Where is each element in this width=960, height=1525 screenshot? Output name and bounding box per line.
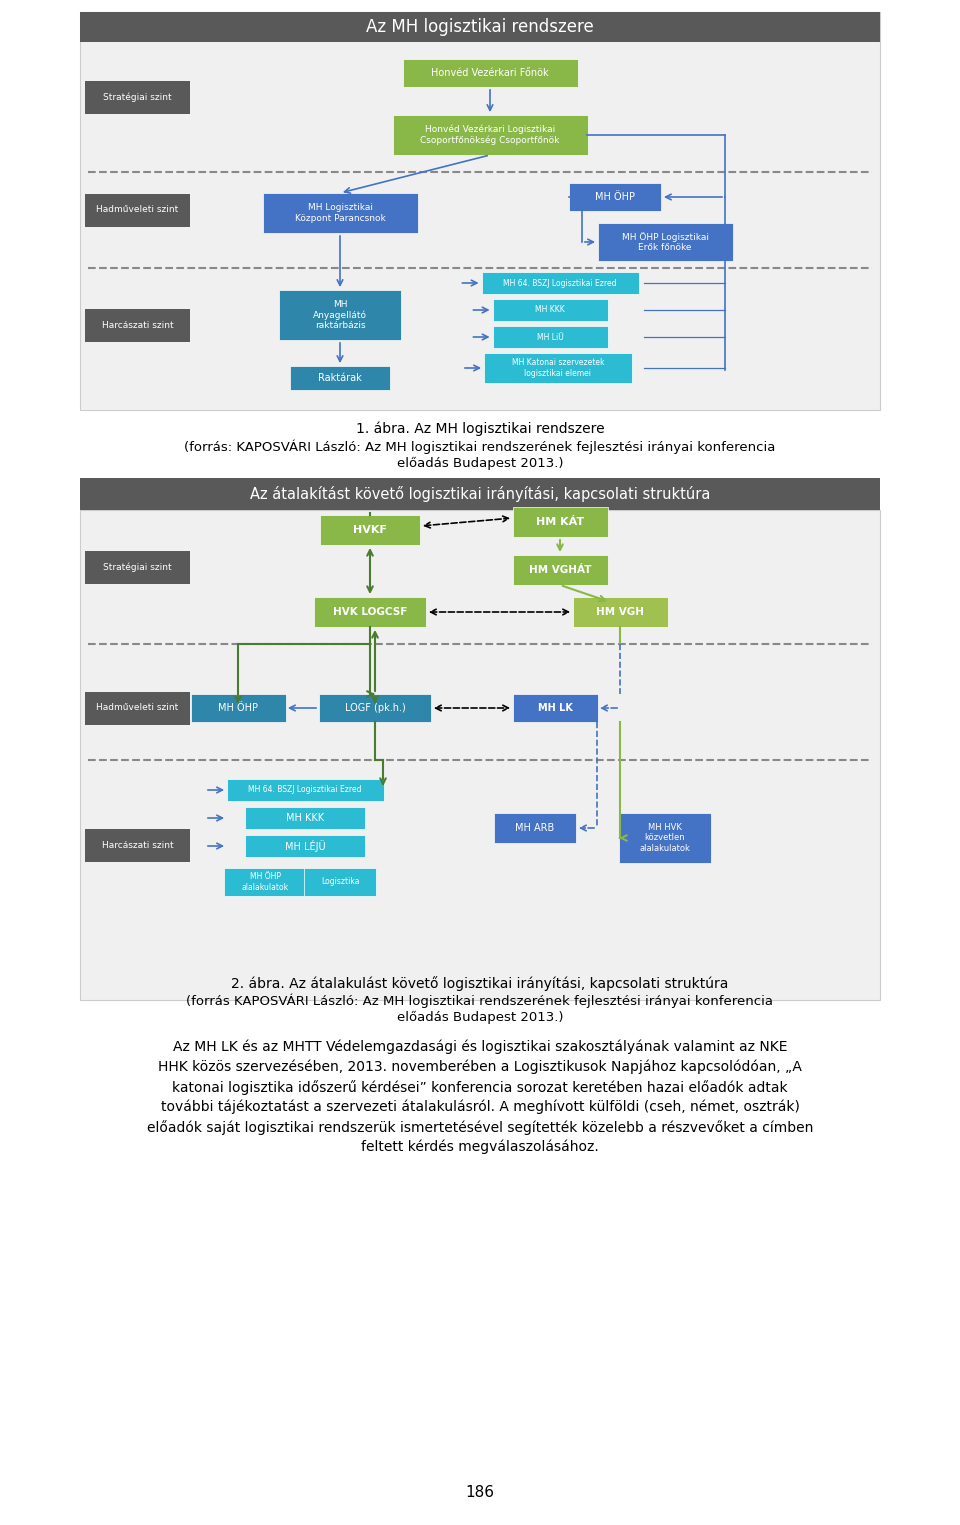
Text: katonai logisztika időszerű kérdései” konferencia sorozat keretében hazai előadó: katonai logisztika időszerű kérdései” ko… <box>172 1080 788 1095</box>
Bar <box>85 828 190 862</box>
Bar <box>402 59 578 87</box>
Bar <box>492 299 608 320</box>
Text: LOGF (pk.h.): LOGF (pk.h.) <box>345 703 405 714</box>
Text: 2. ábra. Az átalakulást követő logisztikai irányítási, kapcsolati struktúra: 2. ábra. Az átalakulást követő logisztik… <box>231 976 729 991</box>
Bar <box>190 694 285 721</box>
Text: MH Katonai szervezetek
logisztikai elemei: MH Katonai szervezetek logisztikai eleme… <box>512 358 604 378</box>
Text: (forrás KAPOSVÁRI László: Az MH logisztikai rendszerének fejlesztési irányai kon: (forrás KAPOSVÁRI László: Az MH logiszti… <box>186 994 774 1008</box>
Text: HM VGHÁT: HM VGHÁT <box>529 564 591 575</box>
Bar <box>262 194 418 233</box>
Bar <box>80 12 880 43</box>
Bar <box>513 555 608 586</box>
Text: MH ÖHP: MH ÖHP <box>595 192 635 201</box>
Bar <box>482 271 638 294</box>
Text: MH 64. BSZJ Logisztikai Ezred: MH 64. BSZJ Logisztikai Ezred <box>503 279 616 288</box>
Text: előadás Budapest 2013.): előadás Budapest 2013.) <box>396 458 564 470</box>
Bar <box>80 12 880 410</box>
Text: Honvéd Vezérkari Logisztikai
Csoportfőnökség Csoportfőnök: Honvéd Vezérkari Logisztikai Csoportfőnö… <box>420 125 560 145</box>
Text: HVKF: HVKF <box>353 525 387 535</box>
Text: MH ARB: MH ARB <box>516 824 555 833</box>
Text: HVK LOGCSF: HVK LOGCSF <box>333 607 407 618</box>
Text: MH LÉJÜ: MH LÉJÜ <box>285 840 325 852</box>
Text: Hadműveleti szint: Hadműveleti szint <box>96 703 179 712</box>
Bar <box>569 183 661 210</box>
Text: HM VGH: HM VGH <box>596 607 644 618</box>
Bar <box>290 366 390 390</box>
Text: Harcászati szint: Harcászati szint <box>102 840 174 849</box>
Text: MH Logisztikai
Központ Parancsnok: MH Logisztikai Központ Parancsnok <box>295 203 385 223</box>
Text: MH LiÜ: MH LiÜ <box>537 332 564 342</box>
Text: (forrás: KAPOSVÁRI László: Az MH logisztikai rendszerének fejlesztési irányai ko: (forrás: KAPOSVÁRI László: Az MH logiszt… <box>184 441 776 454</box>
Text: Raktárak: Raktárak <box>318 374 362 383</box>
Bar <box>513 694 597 721</box>
Text: MH 64. BSZJ Logisztikai Ezred: MH 64. BSZJ Logisztikai Ezred <box>249 785 362 795</box>
Text: Stratégiai szint: Stratégiai szint <box>103 92 172 102</box>
Text: Harcászati szint: Harcászati szint <box>102 320 174 329</box>
Text: Az MH logisztikai rendszere: Az MH logisztikai rendszere <box>366 18 594 37</box>
Bar <box>80 477 880 509</box>
Bar <box>245 836 365 857</box>
Text: HM KÁT: HM KÁT <box>536 517 584 528</box>
Bar <box>619 813 711 863</box>
Bar <box>304 868 376 897</box>
Bar <box>513 506 608 537</box>
Bar <box>572 596 667 627</box>
Bar <box>279 290 401 340</box>
Text: előadás Budapest 2013.): előadás Budapest 2013.) <box>396 1011 564 1025</box>
Text: MH ÖHP Logisztikai
Erők főnöke: MH ÖHP Logisztikai Erők főnöke <box>621 232 708 252</box>
Text: MH ÖHP: MH ÖHP <box>218 703 258 714</box>
Bar <box>320 515 420 544</box>
Bar <box>85 81 190 113</box>
Bar <box>245 807 365 830</box>
Bar <box>393 114 588 156</box>
Text: Logisztika: Logisztika <box>321 877 359 886</box>
Text: Az átalakítást követő logisztikai irányítási, kapcsolati struktúra: Az átalakítást követő logisztikai irányí… <box>250 486 710 502</box>
Text: 1. ábra. Az MH logisztikai rendszere: 1. ábra. Az MH logisztikai rendszere <box>356 422 604 436</box>
Text: Stratégiai szint: Stratégiai szint <box>103 563 172 572</box>
Text: MH KKK: MH KKK <box>286 813 324 824</box>
Bar <box>494 813 576 843</box>
Text: MH
Anyagellátó
raktárbázis: MH Anyagellátó raktárbázis <box>313 300 367 331</box>
Text: Hadműveleti szint: Hadműveleti szint <box>96 206 179 215</box>
Bar <box>314 596 426 627</box>
Bar <box>319 694 431 721</box>
Bar <box>227 779 383 801</box>
Bar <box>85 551 190 584</box>
Bar <box>85 194 190 227</box>
Text: HHK közös szervezésében, 2013. novemberében a Logisztikusok Napjához kapcsolódóa: HHK közös szervezésében, 2013. novemberé… <box>158 1060 802 1075</box>
Bar <box>85 691 190 724</box>
Bar <box>224 868 306 897</box>
Bar <box>492 326 608 348</box>
Bar <box>484 352 632 383</box>
Text: Az MH LK és az MHTT Védelemgazdasági és logisztikai szakosztályának valamint az : Az MH LK és az MHTT Védelemgazdasági és … <box>173 1040 787 1054</box>
Text: előadók saját logisztikai rendszerük ismertetésével segítették közelebb a részve: előadók saját logisztikai rendszerük ism… <box>147 1119 813 1135</box>
Text: MH LK: MH LK <box>538 703 572 714</box>
Bar <box>85 308 190 342</box>
Text: Honvéd Vezérkari Főnök: Honvéd Vezérkari Főnök <box>431 69 549 78</box>
Bar <box>597 223 732 261</box>
Text: MH HVK
közvetlen
alalakulatok: MH HVK közvetlen alalakulatok <box>639 824 690 852</box>
Text: további tájékoztatást a szervezeti átalakulásról. A meghívott külföldi (cseh, né: további tájékoztatást a szervezeti átala… <box>160 1100 800 1115</box>
Text: MH KKK: MH KKK <box>535 305 564 314</box>
Bar <box>80 509 880 1000</box>
Text: feltett kérdés megválaszolásához.: feltett kérdés megválaszolásához. <box>361 1141 599 1154</box>
Text: MH ÖHP
alalakulatok: MH ÖHP alalakulatok <box>241 872 289 892</box>
Text: 186: 186 <box>466 1485 494 1501</box>
